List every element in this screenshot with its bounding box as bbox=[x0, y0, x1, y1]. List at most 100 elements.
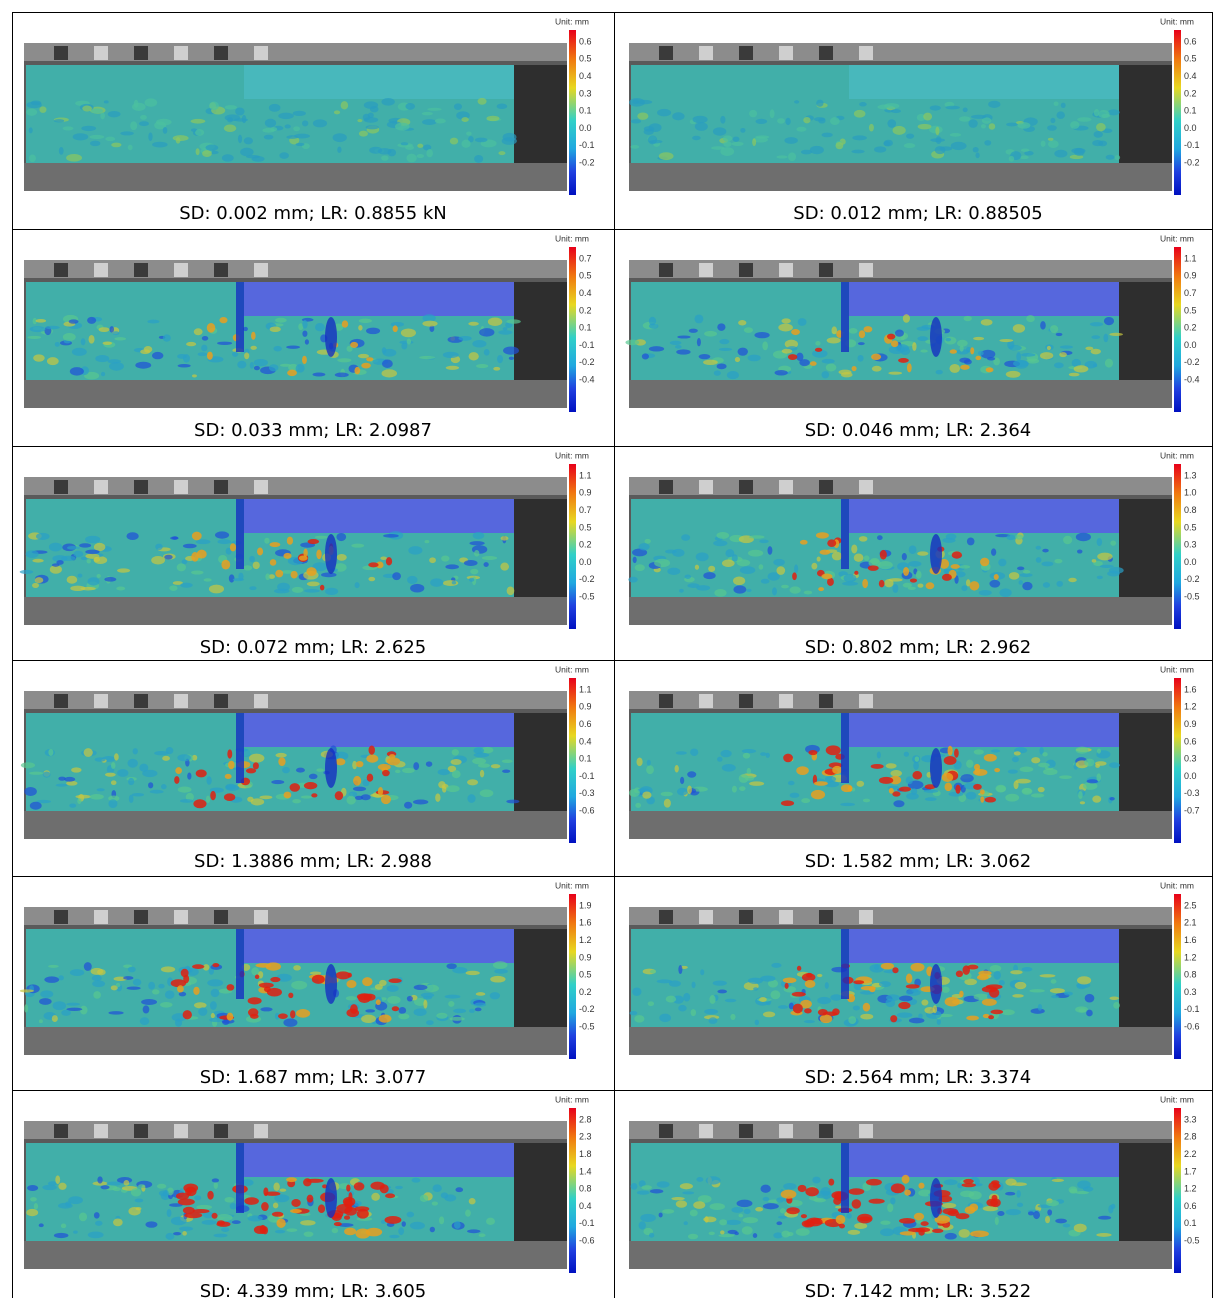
dic-patch bbox=[461, 139, 471, 148]
photo-side bbox=[1119, 499, 1172, 597]
dic-patch bbox=[888, 371, 903, 375]
dic-patch bbox=[474, 154, 484, 163]
dic-hotspot bbox=[333, 1222, 342, 1227]
dic-patch bbox=[211, 1178, 220, 1183]
dic-patch bbox=[1050, 117, 1056, 124]
dic-hotspot bbox=[835, 1214, 846, 1225]
dic-patch bbox=[1016, 1202, 1024, 1208]
dic-patch bbox=[999, 588, 1012, 598]
colorbar-label: -0.6 bbox=[1184, 1021, 1200, 1031]
dic-patch bbox=[386, 985, 399, 992]
dic-patch bbox=[929, 105, 941, 111]
colorbar-label: 0.5 bbox=[1184, 305, 1197, 315]
dic-patch bbox=[760, 1184, 771, 1193]
dic-patch bbox=[399, 340, 414, 345]
dic-patch bbox=[746, 767, 751, 775]
dic-patch bbox=[140, 114, 147, 120]
dic-crack bbox=[930, 748, 942, 788]
dic-patch bbox=[672, 112, 685, 121]
dic-patch bbox=[422, 314, 436, 323]
dic-patch bbox=[411, 1177, 421, 1183]
dic-patch bbox=[682, 1191, 695, 1195]
dic-patch bbox=[91, 108, 103, 114]
dic-patch bbox=[788, 1002, 794, 1010]
dic-patch bbox=[965, 791, 977, 800]
dic-patch bbox=[883, 139, 893, 147]
dic-patch bbox=[422, 320, 438, 327]
dic-patch bbox=[691, 981, 696, 989]
dic-patch bbox=[451, 770, 461, 779]
dic-patch bbox=[1082, 782, 1098, 790]
dic-hotspot bbox=[959, 990, 964, 998]
dic-patch bbox=[501, 759, 513, 763]
dic-patch bbox=[632, 556, 637, 564]
dic-patch bbox=[89, 140, 101, 147]
dic-patch bbox=[726, 371, 739, 380]
dic-patch bbox=[489, 992, 501, 1000]
photo-window bbox=[699, 480, 713, 494]
dic-patch bbox=[1013, 751, 1021, 756]
dic-patch bbox=[278, 112, 294, 120]
photo-ground bbox=[629, 1027, 1172, 1055]
dic-hotspot bbox=[869, 986, 876, 993]
dic-hotspot bbox=[247, 1008, 259, 1017]
dic-patch bbox=[779, 1208, 786, 1214]
dic-patch bbox=[1086, 1009, 1093, 1017]
dic-hotspot bbox=[278, 757, 286, 767]
colorbar-unit: Unit: mm bbox=[1160, 450, 1194, 460]
photo-window bbox=[174, 480, 188, 494]
dic-patch bbox=[760, 752, 767, 756]
dic-hotspot bbox=[376, 561, 384, 569]
dic-hotspot bbox=[990, 1198, 1001, 1208]
dic-hotspot bbox=[355, 760, 364, 768]
dic-patch bbox=[636, 757, 643, 767]
dic-patch bbox=[781, 584, 789, 589]
colorbar bbox=[1174, 247, 1181, 412]
photo-window bbox=[254, 694, 268, 708]
dic-patch bbox=[989, 964, 1002, 972]
dic-patch bbox=[730, 1013, 736, 1021]
dic-patch bbox=[689, 1209, 698, 1217]
dic-patch bbox=[334, 372, 349, 378]
dic-hotspot bbox=[886, 333, 896, 340]
dic-patch bbox=[743, 327, 754, 333]
dic-patch bbox=[264, 118, 277, 128]
dic-hotspot bbox=[277, 1013, 288, 1019]
dic-patch bbox=[1050, 979, 1057, 984]
colorbar-label: 0.9 bbox=[579, 488, 592, 498]
dic-patch bbox=[762, 341, 768, 351]
dic-patch bbox=[908, 1017, 925, 1024]
dic-patch bbox=[451, 580, 457, 585]
dic-patch bbox=[32, 558, 44, 563]
dic-patch bbox=[755, 135, 770, 139]
dic-patch bbox=[292, 110, 306, 117]
photo-window bbox=[859, 1124, 873, 1138]
colorbar-label: -0.2 bbox=[579, 157, 595, 167]
dic-patch bbox=[741, 749, 757, 754]
dic-hotspot bbox=[283, 791, 292, 799]
dic-patch bbox=[437, 768, 450, 776]
dic-hotspot bbox=[892, 967, 899, 974]
dic-hotspot bbox=[226, 1012, 234, 1021]
dic-patch bbox=[679, 1183, 693, 1190]
dic-patch bbox=[993, 357, 1000, 366]
photo-window bbox=[819, 694, 833, 708]
colorbar-label: 0.0 bbox=[1184, 123, 1197, 133]
dic-hotspot bbox=[961, 1183, 976, 1188]
dic-crack bbox=[236, 1143, 244, 1213]
dic-hotspot bbox=[207, 1190, 214, 1200]
dic-patch bbox=[109, 362, 124, 371]
dic-patch bbox=[988, 123, 996, 130]
dic-patch bbox=[785, 117, 791, 126]
dic-patch bbox=[494, 968, 508, 974]
colorbar-label: 1.1 bbox=[579, 684, 592, 694]
dic-patch bbox=[769, 109, 775, 119]
dic-patch bbox=[139, 763, 149, 772]
dic-patch bbox=[712, 980, 727, 986]
dic-patch bbox=[954, 575, 959, 584]
dic-patch bbox=[193, 1002, 207, 1009]
dic-patch bbox=[179, 799, 194, 803]
dic-patch bbox=[908, 560, 922, 567]
dic-hotspot bbox=[890, 340, 899, 348]
dic-patch bbox=[132, 748, 138, 755]
